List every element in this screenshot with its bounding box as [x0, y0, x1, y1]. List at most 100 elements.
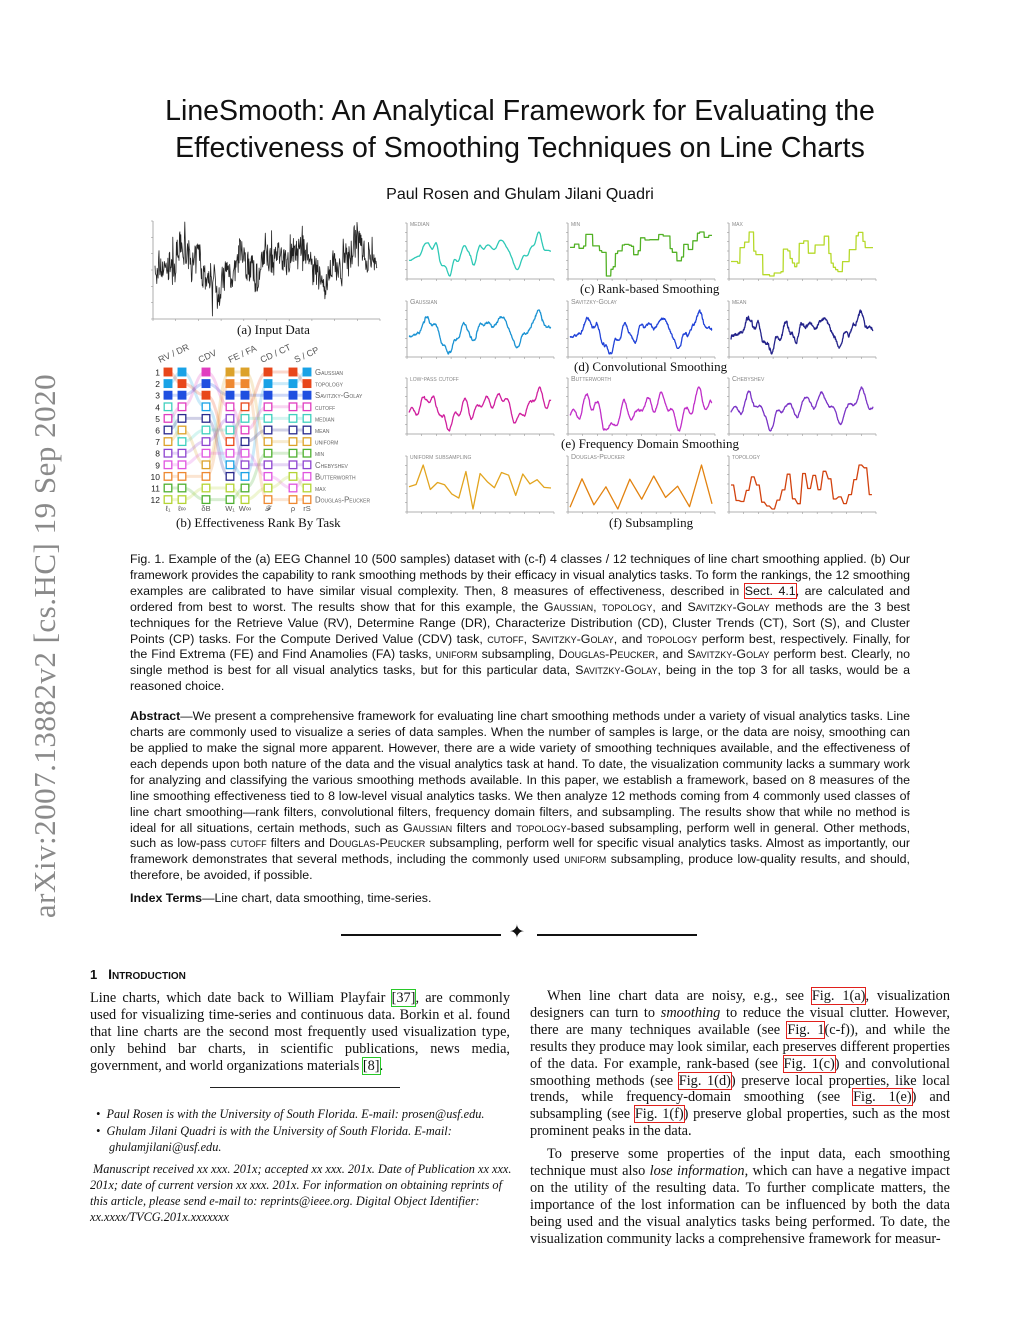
- rank-cell-gaussian: [302, 367, 312, 377]
- panel-label: min: [571, 221, 581, 228]
- cross-reference-link[interactable]: Fig. 1: [786, 1020, 826, 1039]
- subcaption-a: (a) Input Data: [237, 322, 310, 337]
- rank-cell-min: [288, 448, 298, 458]
- subcaption-d: (d) Convolutional Smoothing: [574, 359, 728, 374]
- rank-cell-sg: [263, 390, 273, 400]
- rank-cell-min: [163, 483, 173, 493]
- text-run: filters and: [266, 836, 329, 851]
- rank-cell-gaussian: [177, 367, 187, 377]
- panel-label: Gaussian: [410, 299, 438, 306]
- rank-row-label: 1: [155, 368, 160, 378]
- cross-reference-link[interactable]: Fig. 1(f): [633, 1105, 685, 1124]
- rank-cell-max: [201, 483, 211, 493]
- rank-cell-gaussian: [240, 471, 250, 481]
- method-name: cutoff: [487, 631, 524, 646]
- rank-row-label: 3: [155, 391, 160, 401]
- rank-cell-cutoff: [163, 413, 173, 423]
- text-run: , visualization designers can turn to: [530, 988, 950, 1021]
- smoothing-panel-gaussian: [405, 300, 555, 359]
- arxiv-stamp: arXiv:2007.13882v2 [cs.HC] 19 Sep 2020: [27, 373, 62, 919]
- footnote-item: • Ghulam Jilani Quadri is with the Unive…: [96, 1123, 452, 1154]
- rank-cell-median: [177, 437, 187, 447]
- right-paragraph-2: To preserve some properties of the input…: [530, 1146, 950, 1247]
- rank-cell-uniform: [163, 437, 173, 447]
- rank-cell-dp: [302, 495, 312, 505]
- plot-axes: [727, 222, 877, 281]
- rank-cell-butterworth: [163, 460, 173, 470]
- cross-reference-link[interactable]: Fig. 1(d): [677, 1071, 732, 1090]
- panel-label: Butterworth: [571, 376, 612, 383]
- plot-axes: [405, 222, 555, 281]
- title-line-1: LineSmooth: An Analytical Framework for …: [165, 95, 875, 127]
- rank-cell-uniform: [177, 425, 187, 435]
- measure-label: δB: [201, 504, 210, 513]
- paper-title: LineSmooth: An Analytical Framework for …: [100, 93, 940, 167]
- series-line: [730, 386, 874, 432]
- series-line: [408, 464, 552, 510]
- smoothing-panel-max: [727, 222, 877, 281]
- series-line: [569, 231, 713, 277]
- legend-label-butterworth: Butterworth: [315, 472, 356, 481]
- panel-label: uniform subsampling: [410, 454, 472, 461]
- rank-cell-mean: [177, 413, 187, 423]
- series-line: [731, 464, 872, 510]
- emphasis: lose information: [649, 1163, 745, 1180]
- cross-reference-link[interactable]: Fig. 1(e): [852, 1088, 913, 1107]
- rank-cell-mean: [263, 425, 273, 435]
- rank-cell-butterworth: [263, 471, 273, 481]
- rank-cell-chebyshev: [288, 460, 298, 470]
- section-title: Introduction: [108, 966, 186, 982]
- panel-label: mean: [732, 299, 747, 306]
- rank-cell-dp: [201, 471, 211, 481]
- method-name: Douglas-Peucker: [328, 836, 426, 851]
- bold-label: Index Terms: [130, 891, 203, 906]
- rank-cell-median: [225, 425, 235, 435]
- plot-axes: [727, 455, 877, 514]
- rank-cell-cutoff: [302, 402, 312, 412]
- rank-cell-sg: [240, 390, 250, 400]
- text-run: ,: [523, 631, 532, 646]
- legend-label-chebyshev: Chebyshev: [315, 461, 349, 470]
- rank-cell-chebyshev: [163, 448, 173, 458]
- rank-cell-butterworth: [177, 460, 187, 470]
- method-name: Savitzky-Golay: [687, 647, 770, 662]
- legend-label-mean: mean: [315, 426, 330, 435]
- rank-cell-median: [163, 402, 173, 412]
- rank-cell-uniform: [263, 437, 273, 447]
- series-line: [408, 386, 552, 432]
- index-terms: Index Terms—Line chart, data smoothing, …: [130, 891, 910, 907]
- rank-cell-gaussian: [263, 379, 273, 389]
- text-run: (c-f)), and while the results they produ…: [530, 1021, 950, 1072]
- cross-reference-link[interactable]: Sect. 4.1: [743, 582, 797, 599]
- rank-cell-median: [302, 413, 312, 423]
- text-run: —We present a comprehensive framework fo…: [130, 709, 910, 835]
- panel-label: low-pass cutoff: [410, 376, 459, 383]
- text-run: to reduce the visual clutter. However, t…: [530, 1004, 950, 1038]
- rank-row-label: 6: [155, 426, 160, 436]
- citation-link[interactable]: [37]: [390, 989, 417, 1007]
- method-name: topology: [646, 631, 698, 646]
- panel-label: topology: [732, 454, 760, 461]
- rank-cell-median: [201, 425, 211, 435]
- cross-reference-link[interactable]: Fig. 1(c): [782, 1054, 836, 1073]
- task-group-label: RV / DR: [157, 342, 191, 365]
- measure-label: ℓ∞: [177, 504, 186, 513]
- rank-flow-dp: [167, 382, 307, 502]
- legend-label-cutoff: cutoff: [315, 403, 335, 412]
- rank-cell-topology: [302, 379, 312, 389]
- citation-link[interactable]: [8]: [361, 1056, 381, 1075]
- rank-cell-uniform: [302, 437, 312, 447]
- text-run: When line chart data are noisy, e.g., se…: [547, 988, 812, 1004]
- text-run: perform best, respectively. Finally, for…: [130, 631, 910, 662]
- rank-cell-uniform: [225, 367, 235, 377]
- cross-reference-link[interactable]: Fig. 1(a): [810, 987, 867, 1005]
- rank-cell-min: [302, 448, 312, 458]
- rank-cell-topology: [240, 402, 250, 412]
- series-line: [730, 309, 874, 355]
- series-line: [408, 231, 552, 277]
- measure-label: ℓ₁: [165, 504, 171, 513]
- footnote-item: • Paul Rosen is with the University of S…: [96, 1106, 485, 1121]
- series-line: [154, 221, 378, 317]
- text-run: -based subsampling, perform well in gene…: [130, 820, 911, 851]
